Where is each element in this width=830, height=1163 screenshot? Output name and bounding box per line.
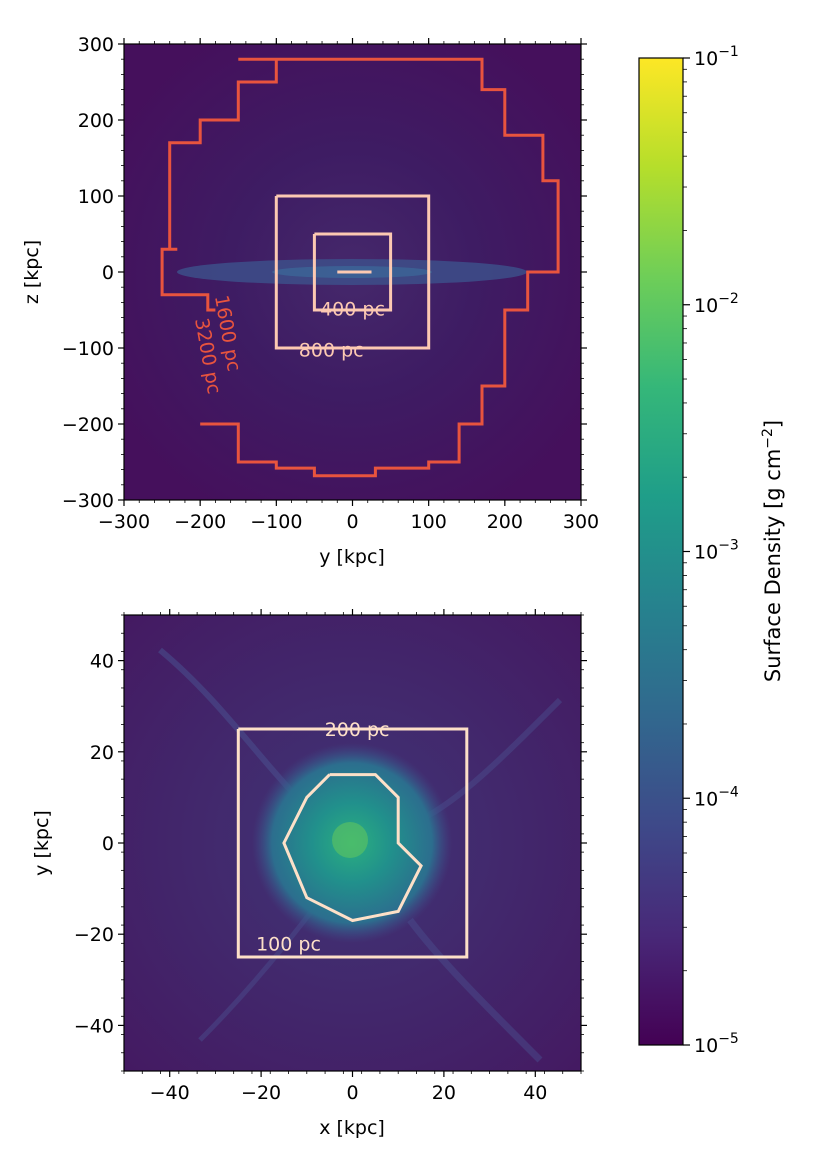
top-boundary-800pc <box>274 194 431 350</box>
bottom-contours <box>236 727 469 959</box>
bottom-y-tick-label: 20 <box>90 742 114 764</box>
bottom-y-tick-label: 0 <box>102 833 114 855</box>
bottom-panel: 200 pc 100 pc −40 −20 0 20 40 −40 −20 0 20 40 x [… <box>31 609 587 1139</box>
bottom-x-ticks: −40 −20 0 20 40 <box>123 609 582 1104</box>
top-x-ticks: −300 −200 −100 0 100 200 300 <box>98 38 599 533</box>
face-on-disk-center <box>332 822 368 858</box>
bottom-x-tick-label: 0 <box>346 1082 358 1104</box>
colorbar-tick-label: 10−3 <box>694 538 739 564</box>
top-contours <box>160 57 560 478</box>
bottom-x-tick-label: 20 <box>432 1082 456 1104</box>
spiral-filament-4 <box>407 917 543 1063</box>
top-y-tick-label: −200 <box>62 414 114 436</box>
bottom-y-axis-label: y [kpc] <box>31 810 53 876</box>
colorbar-gradient <box>639 58 683 1045</box>
colorbar-tick-label: 10−2 <box>694 291 739 317</box>
colorbar-ticks: 10−5 10−4 10−3 10−2 10−1 <box>683 44 739 1057</box>
colorbar-label-main: Surface Density [g cm <box>761 449 785 682</box>
top-boundary-400pc <box>312 232 393 312</box>
bottom-panel-image <box>158 647 563 1063</box>
colorbar-tick-label: 10−5 <box>694 1031 739 1057</box>
top-y-axis-label: z [kpc] <box>21 240 43 304</box>
bottom-y-tick-label: −20 <box>74 924 114 946</box>
bottom-y-tick-label: −40 <box>74 1015 114 1037</box>
bottom-x-tick-label: 40 <box>523 1082 547 1104</box>
top-y-tick-label: −100 <box>62 338 114 360</box>
bottom-x-tick-label: −20 <box>241 1082 281 1104</box>
top-x-tick-label: 200 <box>487 511 523 533</box>
bottom-y-ticks: −40 −20 0 20 40 <box>74 614 587 1072</box>
top-y-tick-label: −300 <box>62 490 114 512</box>
top-y-ticks: −300 −200 −100 0 100 200 300 <box>62 34 587 512</box>
top-x-axis-label: y [kpc] <box>319 546 385 568</box>
top-y-tick-label: 100 <box>78 186 114 208</box>
top-y-tick-label: 0 <box>102 262 114 284</box>
colorbar-tick-label: 10−4 <box>694 784 739 810</box>
top-x-tick-label: −200 <box>174 511 226 533</box>
bottom-x-axis-label: x [kpc] <box>319 1117 385 1139</box>
top-y-tick-label: 200 <box>78 110 114 132</box>
top-boundary-1600pc <box>200 57 560 478</box>
top-boundary-label: 800 pc <box>299 340 364 362</box>
colorbar-label: Surface Density [g cm−2] <box>760 420 785 682</box>
top-x-tick-label: −100 <box>250 511 302 533</box>
top-x-tick-label: −300 <box>98 511 150 533</box>
top-x-tick-label: 0 <box>346 511 358 533</box>
bottom-boundary-label: 200 pc <box>325 719 390 741</box>
colorbar-tick-label: 10−1 <box>694 44 739 70</box>
top-boundary-label: 400 pc <box>320 299 385 321</box>
bottom-boundary-label: 100 pc <box>256 933 321 955</box>
top-x-tick-label: 300 <box>563 511 599 533</box>
top-x-tick-label: 100 <box>411 511 447 533</box>
top-y-tick-label: 300 <box>78 34 114 56</box>
bottom-boundary-100pc <box>282 773 423 923</box>
top-boundary-3200pc <box>160 59 278 312</box>
bottom-x-tick-label: −40 <box>150 1082 190 1104</box>
colorbar-label-exponent: −2 <box>760 428 776 449</box>
bottom-contour-labels: 200 pc 100 pc <box>256 719 389 955</box>
bottom-y-tick-label: 40 <box>90 651 114 673</box>
colorbar-label-close: ] <box>761 420 785 428</box>
bottom-boundary-200pc <box>236 727 469 959</box>
colorbar: 10−5 10−4 10−3 10−2 10−1 Surface Density [g … <box>638 44 785 1057</box>
